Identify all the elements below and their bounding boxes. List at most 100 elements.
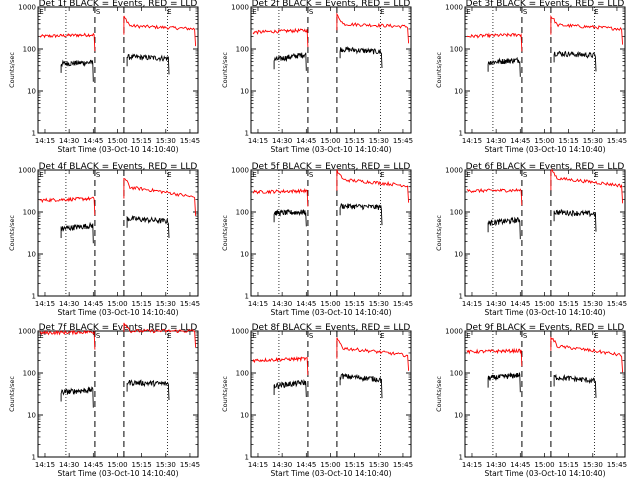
y-tick-label: 10 [240,251,249,259]
x-tick-label: 14:45 [510,300,530,308]
y-tick-label: 10 [454,88,463,96]
x-tick-label: 14:15 [248,461,268,469]
series-events-line [273,208,307,227]
y-axis-label: Counts/sec [8,52,16,88]
marker-label: E [252,332,256,340]
y-tick-label: 100 [236,209,249,217]
marker-label: E [167,8,171,16]
y-tick-label: 100 [23,370,36,378]
x-tick-label: 14:15 [35,461,55,469]
marker-label: E [252,171,256,179]
x-tick-label: 14:15 [248,300,268,308]
y-tick-label: 1 [459,454,463,462]
marker-label: E [380,332,384,340]
x-tick-label: 14:45 [83,461,103,469]
marker-label: S [309,171,314,179]
x-tick-label: 14:45 [83,300,103,308]
x-tick-label: 15:00 [534,300,554,308]
x-axis-label: Start Time (03-Oct-10 14:10:40) [270,308,391,317]
panel-det-8: Det 8f BLACK = Events, RED = LLD 1 10 100 10… [221,323,413,478]
y-axis-label: Counts/sec [8,376,16,412]
axes-frame [37,330,199,458]
x-tick-label: 15:15 [132,300,152,308]
y-tick-label: 1000 [231,4,249,12]
axes-frame [464,330,626,458]
y-axis-label: Counts/sec [221,376,229,412]
marker-label: E [380,8,384,16]
y-axis-label: Counts/sec [435,376,443,412]
x-axis-label: Start Time (03-Oct-10 14:10:40) [484,469,605,478]
y-tick-label: 1000 [445,328,463,336]
y-tick-label: 100 [450,209,463,217]
x-tick-label: 15:00 [107,461,127,469]
x-tick-label: 15:15 [559,461,579,469]
x-tick-label: 15:15 [345,300,365,308]
marker-label: E [594,8,598,16]
y-tick-label: 10 [454,412,463,420]
panel-det-9: Det 9f BLACK = Events, RED = LLD 1 10 100 10… [435,323,627,478]
marker-label: E [594,332,598,340]
panel-title: Det 4f BLACK = Events, RED = LLD [39,162,198,172]
x-tick-label: 14:45 [510,461,530,469]
y-tick-label: 1 [32,130,36,138]
x-tick-label: 15:30 [583,461,603,469]
series-lld-line [123,322,197,348]
y-axis-label: Counts/sec [435,215,443,251]
x-tick-label: 15:30 [369,461,389,469]
x-axis-label: Start Time (03-Oct-10 14:10:40) [57,469,178,478]
x-tick-label: 15:45 [180,137,200,145]
x-tick-label: 15:45 [607,300,627,308]
series-events-line [273,378,307,398]
y-tick-label: 10 [240,412,249,420]
x-tick-label: 14:45 [296,137,316,145]
y-tick-label: 100 [23,46,36,54]
marker-label: E [466,171,470,179]
series-lld-line [550,336,624,373]
panel-title: Det 5f BLACK = Events, RED = LLD [252,162,411,172]
x-axis-label: Start Time (03-Oct-10 14:10:40) [57,308,178,317]
x-tick-label: 15:00 [534,461,554,469]
series-events-line [126,53,170,75]
series-lld-line [336,337,410,371]
y-tick-label: 10 [27,412,36,420]
x-tick-label: 15:45 [180,300,200,308]
axes-frame [37,169,199,297]
x-tick-label: 14:45 [296,461,316,469]
series-lld-line [336,12,410,44]
y-tick-label: 1 [245,454,249,462]
x-axis-label: Start Time (03-Oct-10 14:10:40) [270,469,391,478]
panel-title: Det 3f BLACK = Events, RED = LLD [466,0,625,9]
series-lld-line [252,356,309,376]
series-events-line [273,52,307,71]
y-tick-label: 1000 [18,328,36,336]
marker-label: S [523,171,528,179]
x-tick-label: 15:45 [393,137,413,145]
series-events-line [553,373,597,398]
series-lld-line [466,32,523,52]
y-tick-label: 1 [245,293,249,301]
x-tick-label: 15:00 [320,137,340,145]
marker-label: E [466,8,470,16]
panel-det-6: Det 6f BLACK = Events, RED = LLD 1 10 100 10… [435,162,627,317]
y-axis-label: Counts/sec [435,52,443,88]
y-tick-label: 10 [27,88,36,96]
series-lld-line [550,14,624,45]
series-events-line [553,208,597,232]
x-tick-label: 15:30 [583,300,603,308]
marker-label: E [252,8,256,16]
y-axis-label: Counts/sec [221,215,229,251]
marker-label: E [39,171,43,179]
series-events-line [126,379,170,401]
x-tick-label: 15:30 [583,137,603,145]
panel-det-3: Det 3f BLACK = Events, RED = LLD 1 10 100 10… [435,0,627,154]
x-tick-label: 14:45 [83,137,103,145]
x-tick-label: 14:30 [486,300,506,308]
x-tick-label: 14:30 [59,300,79,308]
marker-label: S [96,8,101,16]
y-tick-label: 1000 [445,167,463,175]
x-tick-label: 14:30 [272,461,292,469]
x-tick-label: 14:15 [462,300,482,308]
x-axis-label: Start Time (03-Oct-10 14:10:40) [484,308,605,317]
series-lld-line [550,168,624,204]
x-tick-label: 15:45 [180,461,200,469]
